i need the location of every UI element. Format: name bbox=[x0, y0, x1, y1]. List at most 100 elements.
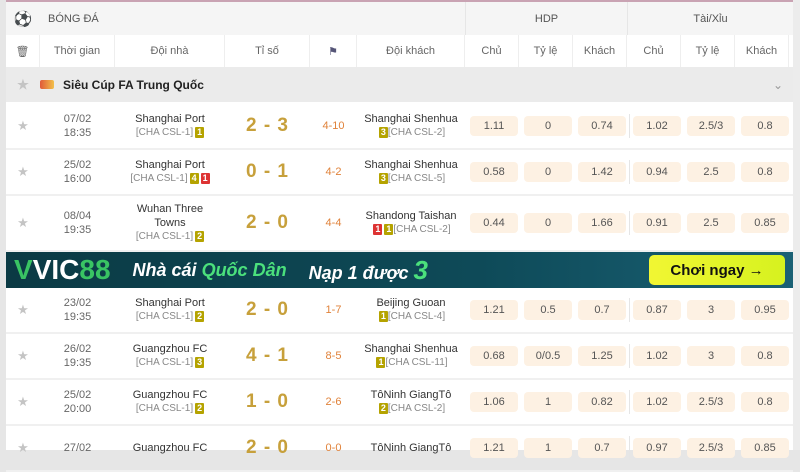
match-row[interactable]: ★ 25/02 16:00 Shanghai Port [CHA CSL-1] 4 1 … bbox=[6, 150, 793, 196]
card-badge: 1 bbox=[378, 311, 388, 322]
corner-count: 4-2 bbox=[325, 166, 342, 178]
odds-cell[interactable]: 0.8 bbox=[741, 162, 789, 182]
col-time[interactable]: Thời gian bbox=[40, 35, 115, 67]
kickoff-time: 19:35 bbox=[63, 357, 92, 369]
odds-cell[interactable]: 1.11 bbox=[470, 116, 518, 136]
match-row[interactable]: ★ 08/04 19:35 Wuhan Three Towns [CHA CSL-1… bbox=[6, 196, 793, 252]
odds-cell[interactable]: 1 bbox=[524, 392, 572, 412]
star-icon[interactable]: ★ bbox=[17, 440, 29, 455]
divider bbox=[629, 114, 630, 138]
odds-cell[interactable]: 1.25 bbox=[578, 346, 626, 366]
scrollbar[interactable] bbox=[793, 0, 800, 450]
home-team-name: Shanghai Port bbox=[135, 113, 205, 125]
odds-cell[interactable]: 3 bbox=[687, 300, 735, 320]
odds-cell[interactable]: 2.5 bbox=[687, 162, 735, 182]
corner-count: 1-7 bbox=[325, 304, 342, 316]
score[interactable]: 0 - 1 bbox=[245, 161, 290, 182]
odds-cell[interactable]: 0.68 bbox=[470, 346, 518, 366]
star-icon[interactable]: ★ bbox=[17, 164, 29, 179]
chevron-down-icon[interactable]: ⌄ bbox=[772, 77, 783, 92]
odds-cell[interactable]: 0.74 bbox=[578, 116, 626, 136]
odds-cell[interactable]: 0.82 bbox=[578, 392, 626, 412]
home-team[interactable]: Shanghai Port [CHA CSL-1] 1 bbox=[115, 104, 225, 148]
star-icon[interactable]: ★ bbox=[17, 348, 29, 363]
home-team[interactable]: Guangzhou FC [CHA CSL-1] 2 bbox=[115, 380, 225, 424]
odds-cell[interactable]: 0.85 bbox=[741, 213, 789, 233]
away-team[interactable]: Beijing Guoan 1 [CHA CSL-4] bbox=[357, 288, 465, 332]
odds-cell[interactable]: 0.94 bbox=[633, 162, 681, 182]
odds-cell[interactable]: 0 bbox=[524, 213, 572, 233]
star-icon[interactable]: ★ bbox=[17, 118, 29, 133]
match-row[interactable]: ★ 26/02 19:35 Guangzhou FC [CHA CSL-1] 3 4 … bbox=[6, 334, 793, 380]
odds-cell[interactable]: 0.5 bbox=[524, 300, 572, 320]
odds-cell[interactable]: 0.58 bbox=[470, 162, 518, 182]
card-badge: 1 bbox=[373, 224, 383, 235]
away-team[interactable]: Shanghai Shenhua 3 [CHA CSL-5] bbox=[357, 150, 465, 194]
odds-cell[interactable]: 1.66 bbox=[578, 213, 626, 233]
sport-title: BÓNG ĐÁ bbox=[48, 12, 99, 25]
odds-cell[interactable]: 1.06 bbox=[470, 392, 518, 412]
card-badge: 3 bbox=[378, 173, 388, 184]
away-team-name: Beijing Guoan bbox=[376, 297, 446, 309]
match-date: 27/02 bbox=[63, 442, 92, 454]
league-row[interactable]: ★ Siêu Cúp FA Trung Quốc ⌄ bbox=[6, 67, 793, 102]
odds-cell[interactable]: 0.7 bbox=[578, 438, 626, 458]
match-row[interactable]: ★ 27/02 Guangzhou FC 2 - 0 0-0 TôNinh Gi… bbox=[6, 426, 793, 472]
star-icon[interactable]: ★ bbox=[17, 76, 29, 92]
league-flag-icon bbox=[40, 80, 54, 89]
home-team[interactable]: Wuhan Three Towns [CHA CSL-1] 2 bbox=[115, 196, 225, 250]
match-row[interactable]: ★ 07/02 18:35 Shanghai Port [CHA CSL-1] 1 2… bbox=[6, 104, 793, 150]
away-team[interactable]: TôNinh GiangTô bbox=[357, 426, 465, 470]
trash-icon[interactable]: 🗑 bbox=[6, 35, 40, 67]
odds-cell[interactable]: 0.97 bbox=[633, 438, 681, 458]
vic88-banner[interactable]: VVIC88 Nhà cái Quốc Dân Nạp 1 được 3 Chơ… bbox=[6, 252, 793, 288]
star-icon[interactable]: ★ bbox=[17, 215, 29, 230]
play-now-button[interactable]: Chơi ngay → bbox=[649, 255, 785, 285]
match-row[interactable]: ★ 23/02 19:35 Shanghai Port [CHA CSL-1] 2 2… bbox=[6, 288, 793, 334]
odds-cell[interactable]: 3 bbox=[687, 346, 735, 366]
score[interactable]: 1 - 0 bbox=[245, 391, 290, 412]
home-team[interactable]: Guangzhou FC [CHA CSL-1] 3 bbox=[115, 334, 225, 378]
odds-cell[interactable]: 0.87 bbox=[633, 300, 681, 320]
score[interactable]: 2 - 0 bbox=[245, 437, 290, 458]
odds-cell[interactable]: 2.5/3 bbox=[687, 438, 735, 458]
odds-cell[interactable]: 0 bbox=[524, 162, 572, 182]
odds-cell[interactable]: 1.02 bbox=[633, 116, 681, 136]
score[interactable]: 2 - 3 bbox=[245, 115, 290, 136]
odds-cell[interactable]: 2.5 bbox=[687, 213, 735, 233]
odds-cell[interactable]: 0.7 bbox=[578, 300, 626, 320]
odds-cell[interactable]: 0.85 bbox=[741, 438, 789, 458]
home-rank: [CHA CSL-1] bbox=[135, 127, 194, 138]
odds-cell[interactable]: 0.8 bbox=[741, 346, 789, 366]
odds-cell[interactable]: 1.02 bbox=[633, 346, 681, 366]
odds-cell[interactable]: 1.02 bbox=[633, 392, 681, 412]
odds-cell[interactable]: 0.44 bbox=[470, 213, 518, 233]
score[interactable]: 2 - 0 bbox=[245, 299, 290, 320]
odds-cell[interactable]: 1.42 bbox=[578, 162, 626, 182]
odds-cell[interactable]: 0/0.5 bbox=[524, 346, 572, 366]
home-team[interactable]: Guangzhou FC bbox=[115, 426, 225, 470]
star-icon[interactable]: ★ bbox=[17, 394, 29, 409]
odds-cell[interactable]: 0.8 bbox=[741, 392, 789, 412]
match-row[interactable]: ★ 25/02 20:00 Guangzhou FC [CHA CSL-1] 2 1 … bbox=[6, 380, 793, 426]
odds-cell[interactable]: 2.5/3 bbox=[687, 392, 735, 412]
odds-cell[interactable]: 2.5/3 bbox=[687, 116, 735, 136]
odds-cell[interactable]: 1.21 bbox=[470, 300, 518, 320]
away-team[interactable]: TôNinh GiangTô 2 [CHA CSL-2] bbox=[357, 380, 465, 424]
odds-cell[interactable]: 0.8 bbox=[741, 116, 789, 136]
home-team[interactable]: Shanghai Port [CHA CSL-1] 4 1 bbox=[115, 150, 225, 194]
score[interactable]: 2 - 0 bbox=[245, 212, 290, 233]
score[interactable]: 4 - 1 bbox=[245, 345, 290, 366]
home-team[interactable]: Shanghai Port [CHA CSL-1] 2 bbox=[115, 288, 225, 332]
away-team[interactable]: Shanghai Shenhua 3 [CHA CSL-2] bbox=[357, 104, 465, 148]
away-team[interactable]: Shanghai Shenhua 1 [CHA CSL-11] bbox=[357, 334, 465, 378]
card-badge: 1 bbox=[200, 173, 210, 184]
odds-cell[interactable]: 1 bbox=[524, 438, 572, 458]
corner-flag-icon: ⚑ bbox=[310, 35, 357, 67]
odds-cell[interactable]: 0.95 bbox=[741, 300, 789, 320]
odds-cell[interactable]: 0 bbox=[524, 116, 572, 136]
odds-cell[interactable]: 0.91 bbox=[633, 213, 681, 233]
odds-cell[interactable]: 1.21 bbox=[470, 438, 518, 458]
away-team[interactable]: Shandong Taishan 1 1 [CHA CSL-2] bbox=[357, 196, 465, 250]
star-icon[interactable]: ★ bbox=[17, 302, 29, 317]
